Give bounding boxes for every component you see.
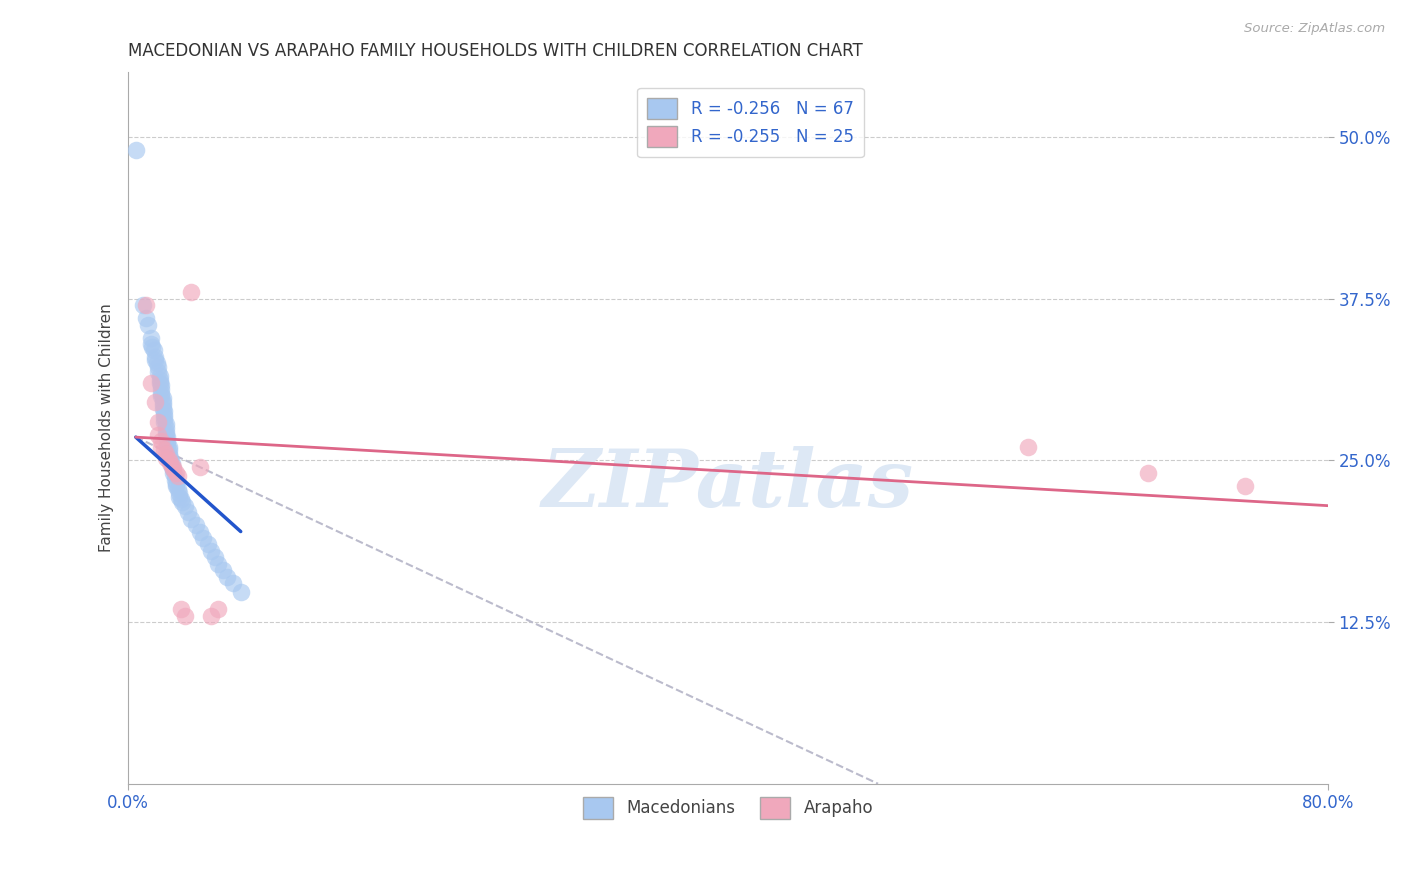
Point xyxy=(180,511,202,525)
Point xyxy=(1137,467,1160,481)
Point xyxy=(152,398,174,412)
Point xyxy=(193,531,215,545)
Point xyxy=(157,441,180,455)
Point xyxy=(148,415,170,429)
Point xyxy=(156,434,179,448)
Point xyxy=(156,438,179,452)
Point xyxy=(229,585,252,599)
Point xyxy=(163,473,186,487)
Point xyxy=(152,401,174,416)
Text: MACEDONIAN VS ARAPAHO FAMILY HOUSEHOLDS WITH CHILDREN CORRELATION CHART: MACEDONIAN VS ARAPAHO FAMILY HOUSEHOLDS … xyxy=(128,42,863,60)
Point xyxy=(165,476,187,491)
Point xyxy=(152,392,174,406)
Point xyxy=(184,518,207,533)
Point xyxy=(163,469,186,483)
Point xyxy=(143,350,166,364)
Text: ZIPatlas: ZIPatlas xyxy=(543,446,914,524)
Point xyxy=(148,427,170,442)
Point xyxy=(188,524,211,539)
Point xyxy=(188,459,211,474)
Point xyxy=(211,563,233,577)
Point xyxy=(139,330,162,344)
Point xyxy=(177,505,200,519)
Point xyxy=(162,462,184,476)
Point xyxy=(148,360,170,375)
Legend: Macedonians, Arapaho: Macedonians, Arapaho xyxy=(576,790,880,825)
Point xyxy=(145,356,167,370)
Point xyxy=(149,376,172,390)
Point xyxy=(200,544,222,558)
Point xyxy=(207,602,229,616)
Point xyxy=(155,447,177,461)
Point xyxy=(153,408,176,422)
Point xyxy=(160,459,183,474)
Point xyxy=(141,340,163,354)
Point xyxy=(180,285,202,300)
Point xyxy=(155,421,177,435)
Point xyxy=(155,450,177,465)
Point xyxy=(150,382,173,396)
Point xyxy=(150,386,173,401)
Point xyxy=(136,318,159,332)
Point xyxy=(200,608,222,623)
Point xyxy=(217,570,239,584)
Point xyxy=(150,434,173,448)
Point xyxy=(165,479,187,493)
Point xyxy=(170,602,193,616)
Point xyxy=(152,395,174,409)
Point xyxy=(135,298,157,312)
Point xyxy=(157,447,180,461)
Point xyxy=(162,467,184,481)
Point xyxy=(204,550,226,565)
Point xyxy=(125,143,148,157)
Point xyxy=(153,404,176,418)
Point xyxy=(157,443,180,458)
Point xyxy=(156,430,179,444)
Point xyxy=(153,410,176,425)
Point xyxy=(153,415,176,429)
Point xyxy=(159,456,181,470)
Point xyxy=(155,427,177,442)
Point xyxy=(155,425,177,439)
Point xyxy=(150,441,173,455)
Point xyxy=(148,366,170,380)
Text: Source: ZipAtlas.com: Source: ZipAtlas.com xyxy=(1244,22,1385,36)
Point xyxy=(162,459,184,474)
Point xyxy=(149,373,172,387)
Point xyxy=(143,395,166,409)
Point xyxy=(160,456,183,470)
Point xyxy=(142,343,165,358)
Point xyxy=(132,298,155,312)
Point xyxy=(165,467,187,481)
Point xyxy=(139,376,162,390)
Point xyxy=(197,537,219,551)
Point xyxy=(159,453,181,467)
Point xyxy=(1017,441,1039,455)
Point xyxy=(150,389,173,403)
Point xyxy=(170,492,193,507)
Point xyxy=(153,443,176,458)
Point xyxy=(143,352,166,367)
Point xyxy=(207,557,229,571)
Point xyxy=(135,311,157,326)
Point xyxy=(155,417,177,432)
Point xyxy=(174,499,197,513)
Point xyxy=(167,490,190,504)
Point xyxy=(222,576,245,591)
Point xyxy=(174,608,197,623)
Point xyxy=(166,482,188,496)
Point xyxy=(149,369,172,384)
Point xyxy=(162,462,184,476)
Y-axis label: Family Households with Children: Family Households with Children xyxy=(100,303,114,552)
Point xyxy=(167,485,190,500)
Point xyxy=(1234,479,1257,493)
Point xyxy=(159,450,181,465)
Point xyxy=(157,453,180,467)
Point xyxy=(166,469,188,483)
Point xyxy=(172,495,194,509)
Point xyxy=(139,337,162,351)
Point xyxy=(150,378,173,392)
